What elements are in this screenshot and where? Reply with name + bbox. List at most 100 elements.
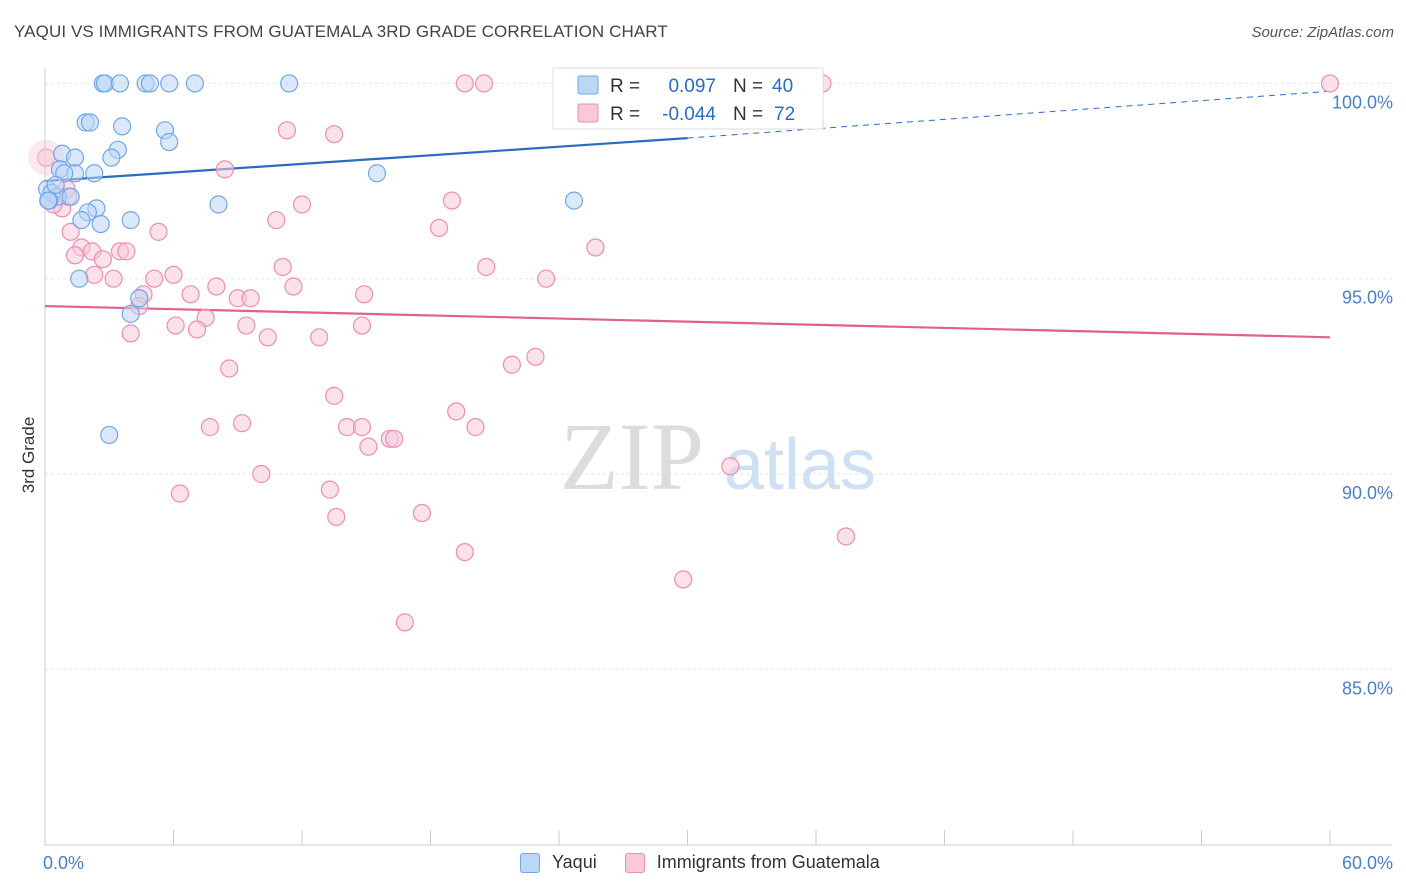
x-tick-label-0: 0.0% (43, 853, 84, 873)
watermark-atlas: atlas (724, 425, 876, 505)
y-tick-label-2: 90.0% (1342, 483, 1393, 503)
y-tick-label-3: 85.0% (1342, 678, 1393, 698)
guatemala-point-10 (442, 191, 462, 210)
y-axis-label: 3rd Grade (19, 417, 38, 494)
trend-lines (44, 90, 1331, 339)
legend-swatch-guatemala (577, 103, 599, 123)
yaqui-point-7 (280, 74, 299, 93)
yaqui-point-16 (65, 148, 85, 167)
trend-line-yaqui-extension (687, 90, 1331, 139)
guatemala-point-34 (355, 285, 374, 304)
guatemala-point-11 (292, 195, 312, 214)
series-guatemala-points (28, 74, 1340, 632)
guatemala-point-66 (455, 542, 474, 562)
guatemala-point-46 (526, 347, 545, 366)
trend-line-yaqui (44, 137, 688, 183)
axes (44, 68, 1392, 846)
yaqui-point-33 (72, 211, 91, 230)
guatemala-point-58 (359, 437, 378, 456)
guatemala-point-49 (325, 386, 344, 405)
yaqui-point-38 (39, 191, 58, 210)
guatemala-point-2 (455, 74, 474, 93)
trend-line-guatemala (44, 304, 1331, 339)
y-tick-label-1: 95.0% (1342, 288, 1393, 308)
guatemala-point-54 (352, 418, 372, 437)
y-tick-labels: 100.0% 95.0% 90.0% 85.0% (1332, 92, 1393, 698)
watermark: ZIP atlas (560, 403, 876, 510)
legend-n-label-guatemala: N = (733, 104, 763, 125)
legend-r-label-yaqui: R = (610, 76, 640, 97)
guatemala-point-6 (1320, 74, 1340, 93)
guatemala-point-42 (187, 320, 207, 339)
guatemala-point-15 (61, 222, 80, 241)
guatemala-point-24 (477, 257, 496, 277)
legend-swatch-guatemala (624, 852, 645, 873)
guatemala-point-13 (429, 218, 449, 238)
legend-label-guatemala: Immigrants from Guatemala (656, 852, 880, 872)
x-tick-label-1: 60.0% (1342, 853, 1393, 873)
yaqui-point-36 (121, 304, 140, 323)
guatemala-point-21 (65, 246, 85, 265)
yaqui-point-31 (91, 214, 110, 234)
guatemala-point-50 (447, 402, 466, 421)
guatemala-point-61 (320, 480, 339, 499)
bottom-legend: Yaqui Immigrants from Guatemala (520, 852, 908, 873)
guatemala-point-29 (537, 269, 556, 288)
legend-r-value-guatemala: -0.044 (662, 104, 716, 125)
series-yaqui-points (38, 74, 584, 445)
legend-swatch-yaqui (520, 852, 540, 873)
yaqui-point-37 (100, 425, 119, 445)
yaqui-point-39 (46, 175, 65, 195)
guatemala-point-44 (258, 328, 277, 347)
guatemala-point-64 (327, 507, 346, 527)
guatemala-point-25 (85, 265, 104, 284)
guatemala-point-47 (502, 355, 521, 374)
guatemala-point-57 (384, 429, 404, 448)
yaqui-point-2 (110, 74, 130, 93)
yaqui-point-21 (367, 164, 387, 183)
guatemala-point-22 (93, 250, 112, 269)
guatemala-point-23 (273, 257, 292, 277)
guatemala-point-55 (466, 418, 485, 437)
legend-n-label-yaqui: N = (733, 76, 763, 97)
guatemala-point-12 (267, 211, 286, 230)
legend-label-yaqui: Yaqui (552, 852, 597, 872)
guatemala-point-67 (674, 570, 693, 589)
yaqui-point-20 (85, 164, 104, 183)
guatemala-point-33 (181, 285, 200, 304)
guatemala-point-19 (117, 242, 136, 261)
yaqui-point-10 (112, 117, 132, 136)
guatemala-point-40 (237, 316, 256, 335)
legend-n-value-yaqui: 40 (772, 76, 793, 97)
guatemala-point-65 (836, 527, 856, 546)
legend-item-yaqui[interactable]: Yaqui (520, 852, 597, 873)
guatemala-point-62 (170, 484, 190, 503)
guatemala-point-27 (104, 269, 123, 288)
guatemala-point-28 (145, 269, 164, 288)
guatemala-point-60 (252, 464, 271, 484)
guatemala-point-52 (200, 418, 220, 437)
yaqui-point-14 (102, 148, 121, 167)
gridlines (45, 82, 1392, 670)
guatemala-point-45 (310, 328, 329, 347)
guatemala-point-59 (721, 457, 740, 476)
guatemala-point-43 (121, 324, 140, 343)
guatemala-point-8 (325, 125, 344, 144)
legend-r-label-guatemala: R = (610, 104, 640, 125)
guatemala-point-14 (149, 222, 168, 241)
guatemala-point-68 (395, 613, 414, 632)
legend-item-guatemala[interactable]: Immigrants from Guatemala (624, 852, 880, 873)
yaqui-point-28 (564, 191, 584, 210)
legend-r-value-yaqui: 0.097 (668, 76, 716, 97)
guatemala-point-3 (474, 74, 494, 93)
guatemala-point-31 (284, 277, 303, 296)
legend-n-value-guatemala: 72 (774, 104, 795, 125)
stats-legend: R = 0.097 N = 40 R = -0.044 N = 72 (552, 67, 824, 130)
legend-swatch-yaqui (577, 75, 599, 95)
chart-title: YAQUI VS IMMIGRANTS FROM GUATEMALA 3RD G… (14, 22, 668, 41)
guatemala-point-30 (207, 277, 226, 296)
guatemala-point-48 (220, 359, 239, 378)
yaqui-point-9 (80, 113, 100, 132)
guatemala-point-26 (164, 265, 183, 284)
